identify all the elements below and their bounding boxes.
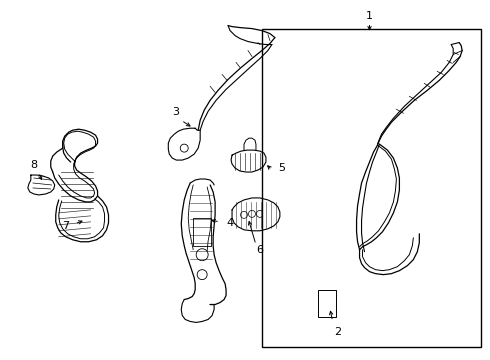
Text: 1: 1 [366,11,373,21]
Bar [318,289,336,318]
Text: 7: 7 [62,221,69,231]
Text: 3: 3 [172,107,179,117]
Text: 2: 2 [334,327,341,337]
Bar [262,28,481,347]
Text: 8: 8 [30,160,37,170]
Bar [193,218,211,246]
Text: 6: 6 [256,245,264,255]
Text: 5: 5 [278,163,285,173]
Text: 4: 4 [226,218,233,228]
